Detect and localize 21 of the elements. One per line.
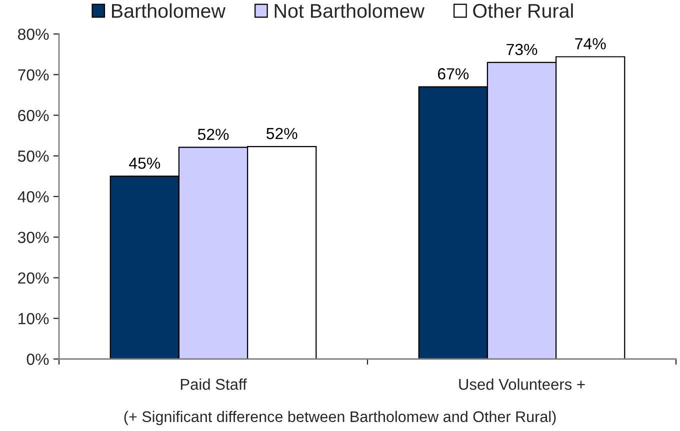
- data-label: 52%: [198, 128, 229, 140]
- legend-label: Bartholomew: [112, 3, 226, 18]
- y-tick-label: 20%: [18, 272, 49, 284]
- y-tick-label: 0%: [26, 354, 49, 365]
- data-label: 45%: [129, 158, 160, 169]
- y-tick-label: 60%: [18, 110, 49, 122]
- y-tick-label: 80%: [18, 28, 49, 40]
- data-label: 73%: [506, 44, 538, 56]
- data-label: 67%: [438, 68, 469, 80]
- y-tick-label: 70%: [18, 69, 49, 81]
- data-label: 74%: [575, 38, 606, 50]
- y-tick-label: 10%: [18, 313, 49, 324]
- legend-label: Not Bartholomew: [274, 3, 425, 18]
- y-tick-label: 50%: [18, 150, 49, 162]
- legend-label: Other Rural: [473, 3, 573, 18]
- text: (+ Significant difference between Bartholomew and Other Rural): [124, 410, 556, 426]
- data-label: 52%: [266, 128, 298, 140]
- x-tick-label: Paid Staff: [180, 378, 247, 390]
- y-tick-label: 30%: [18, 232, 49, 244]
- y-tick-label: 40%: [18, 191, 49, 202]
- x-tick-label: Used Volunteers +: [459, 378, 585, 390]
